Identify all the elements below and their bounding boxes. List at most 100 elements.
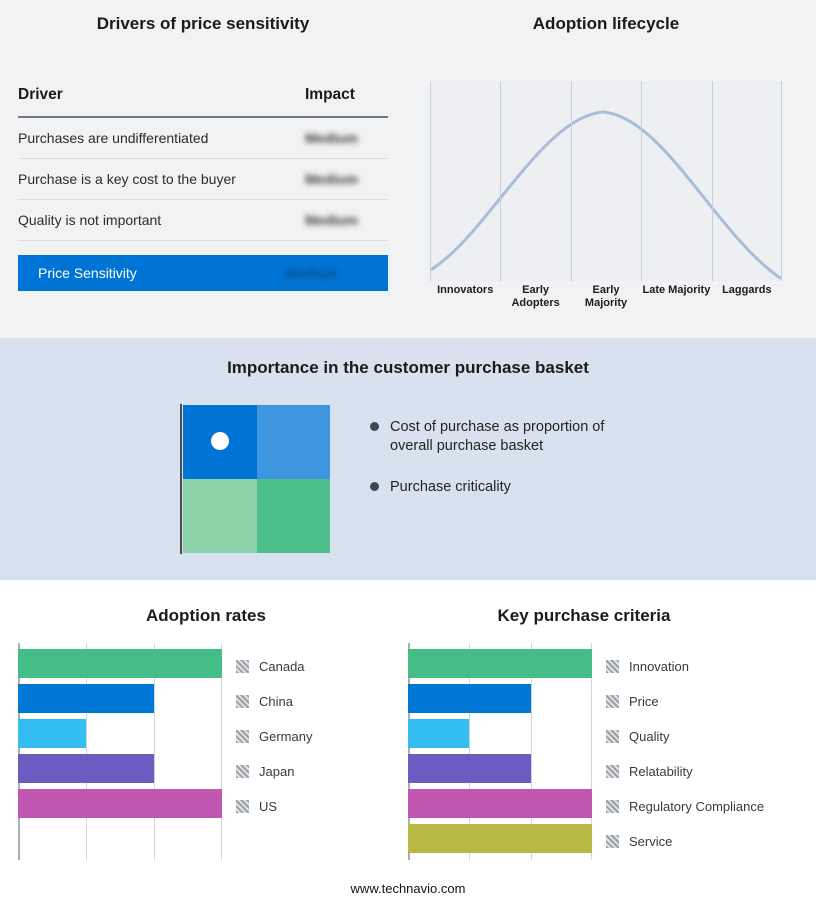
plot-border-line: [430, 81, 431, 281]
impact-column-header: Impact: [305, 86, 355, 103]
plot-border-line: [781, 81, 782, 281]
adoption-rates-body: Canada China Germany Japan US: [18, 643, 398, 860]
legend-item: Price: [606, 684, 764, 719]
legend-label: Japan: [259, 764, 295, 779]
legend-label: Canada: [259, 659, 305, 674]
legend-item: US: [236, 789, 312, 824]
gridline: [711, 81, 713, 281]
gridline: [153, 643, 155, 860]
driver-row: Purchases are undifferentiated Medium: [18, 118, 388, 159]
matrix-quadrant-bottom-left: [183, 479, 257, 553]
adoption-lifecycle-panel: Adoption lifecycle Innovators Early Adopt…: [430, 14, 782, 310]
legend-item: Service: [606, 824, 764, 859]
legend-swatch-icon: [606, 800, 619, 813]
purchase-basket-section: Importance in the customer purchase bask…: [0, 338, 816, 580]
bullet-dot: [370, 422, 379, 431]
lifecycle-plot: [430, 81, 782, 281]
gridline: [469, 643, 471, 860]
y-axis-line: [408, 643, 410, 860]
stage-label: Early Majority: [584, 284, 628, 310]
legend-label: Germany: [259, 729, 313, 744]
bar-innovation: [408, 649, 592, 678]
basket-bullet: Cost of purchase as proportion of overal…: [370, 418, 642, 456]
key-purchase-criteria-chart: Key purchase criteria Innovation Price Qua…: [408, 606, 808, 860]
legend-swatch-icon: [606, 835, 619, 848]
adoption-rates-plot: [18, 643, 222, 860]
matrix-axis-line: [180, 404, 182, 554]
legend-swatch-icon: [606, 730, 619, 743]
key-purchase-criteria-plot: [408, 643, 592, 860]
bottom-charts-section: Adoption rates Canada China Germany Japan US…: [0, 580, 816, 902]
bar-row: [408, 684, 592, 719]
key-purchase-criteria-title: Key purchase criteria: [497, 606, 671, 625]
gridline: [85, 643, 87, 860]
driver-name: Purchases are undifferentiated: [18, 130, 209, 146]
legend-item: Regulatory Compliance: [606, 789, 764, 824]
price-sensitivity-impact: Medium: [285, 265, 338, 281]
stage-label: Innovators: [437, 284, 494, 296]
driver-name: Quality is not important: [18, 212, 162, 228]
legend-item: China: [236, 684, 312, 719]
matrix-quadrant-top-right: [256, 405, 330, 479]
legend-swatch-icon: [606, 695, 619, 708]
bar-row: [18, 684, 222, 719]
bar-china: [18, 684, 154, 713]
top-band: Drivers of price sensitivity Driver Impa…: [0, 0, 816, 338]
legend-swatch-icon: [236, 660, 249, 673]
legend-item: Japan: [236, 754, 312, 789]
driver-name: Purchase is a key cost to the buyer: [18, 171, 236, 187]
bell-curve-svg: [430, 110, 782, 280]
matrix-quadrant-top-left: [183, 405, 257, 479]
drivers-panel: Drivers of price sensitivity Driver Impa…: [18, 14, 388, 291]
stage-label: Late Majority: [642, 284, 711, 296]
legend-label: Regulatory Compliance: [629, 799, 765, 814]
footer-url: www.technavio.com: [350, 881, 466, 896]
gridline: [500, 81, 502, 281]
bar-price: [408, 684, 531, 713]
driver-column-header: Driver: [18, 86, 63, 103]
key-purchase-criteria-body: Innovation Price Quality Relatability Regula…: [408, 643, 808, 860]
driver-row: Quality is not important Medium: [18, 200, 388, 241]
bar-row: [408, 789, 592, 824]
bar-regulatory-compliance: [408, 789, 592, 818]
legend-label: Service: [629, 834, 673, 849]
lifecycle-stage-labels: Innovators Early Adopters Early Majority La…: [430, 284, 782, 310]
bullet-text: Purchase criticality: [390, 479, 511, 496]
bullet-text: Cost of purchase as proportion of overal…: [390, 419, 605, 455]
legend-label: US: [259, 799, 278, 814]
legend-item: Innovation: [606, 649, 764, 684]
price-sensitivity-row: Price Sensitivity Medium: [18, 255, 388, 291]
legend-label: Innovation: [629, 659, 689, 674]
bar-row: [18, 754, 222, 789]
legend-swatch-icon: [236, 730, 249, 743]
key-purchase-criteria-legend: Innovation Price Quality Relatability Regula…: [606, 643, 764, 860]
legend-label: Price: [629, 694, 659, 709]
price-sensitivity-label: Price Sensitivity: [38, 265, 137, 281]
bar-service: [408, 824, 592, 853]
gridline: [530, 643, 532, 860]
gridline: [570, 81, 572, 281]
bar-relatability: [408, 754, 531, 783]
stage-label: Laggards: [722, 284, 772, 296]
gridline: [221, 643, 222, 860]
legend-label: Relatability: [629, 764, 693, 779]
legend-item: Quality: [606, 719, 764, 754]
adoption-rates-title: Adoption rates: [146, 606, 266, 625]
adoption-curve: [430, 110, 782, 280]
purchase-basket-matrix: [183, 405, 330, 553]
bar-us: [18, 789, 222, 818]
bar-row: [408, 649, 592, 684]
bar-japan: [18, 754, 154, 783]
bar-row: [408, 719, 592, 754]
basket-bullet: Purchase criticality: [370, 478, 642, 497]
legend-swatch-icon: [606, 765, 619, 778]
drivers-table-body: Purchases are undifferentiated Medium Purc…: [18, 118, 388, 241]
bar-row: [18, 719, 222, 754]
lifecycle-title: Adoption lifecycle: [532, 14, 680, 33]
legend-label: Quality: [629, 729, 670, 744]
matrix-quadrant-bottom-right: [256, 479, 330, 553]
position-dot: [211, 432, 229, 450]
legend-item: Germany: [236, 719, 312, 754]
basket-title: Importance in the customer purchase bask…: [227, 358, 589, 377]
